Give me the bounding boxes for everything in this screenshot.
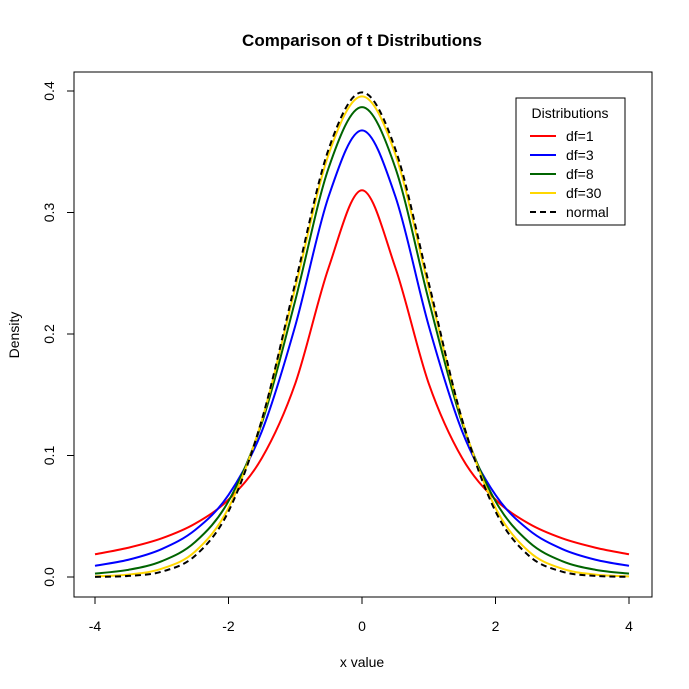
series-line-df-3 xyxy=(94,129,630,567)
x-tick-label: 0 xyxy=(358,618,366,634)
x-axis-label: x value xyxy=(340,654,385,670)
series-line-df-30 xyxy=(94,95,630,578)
x-tick-label: -4 xyxy=(89,618,102,634)
y-tick-label: 0.0 xyxy=(41,567,57,587)
y-tick-label: 0.2 xyxy=(41,324,57,344)
legend-label: df=1 xyxy=(566,128,594,144)
series-line-normal xyxy=(94,91,630,578)
legend-label: df=8 xyxy=(566,166,594,182)
chart-title: Comparison of t Distributions xyxy=(242,31,482,50)
series-line-df-8 xyxy=(94,106,630,575)
legend-title: Distributions xyxy=(531,105,608,121)
y-tick-label: 0.3 xyxy=(41,203,57,223)
legend-label: normal xyxy=(566,204,609,220)
legend-label: df=3 xyxy=(566,147,594,163)
x-tick-label: -2 xyxy=(222,618,235,634)
y-tick-label: 0.4 xyxy=(41,81,57,101)
x-tick-label: 2 xyxy=(492,618,500,634)
y-tick-label: 0.1 xyxy=(41,446,57,466)
y-axis-label: Density xyxy=(6,312,22,359)
x-tick-label: 4 xyxy=(625,618,633,634)
legend-box xyxy=(515,97,626,226)
legend-label: df=30 xyxy=(566,185,602,201)
legend: Distributions df=1 df=3 df=8 df=30 normal xyxy=(515,97,626,226)
series-line-df-1 xyxy=(94,189,630,556)
